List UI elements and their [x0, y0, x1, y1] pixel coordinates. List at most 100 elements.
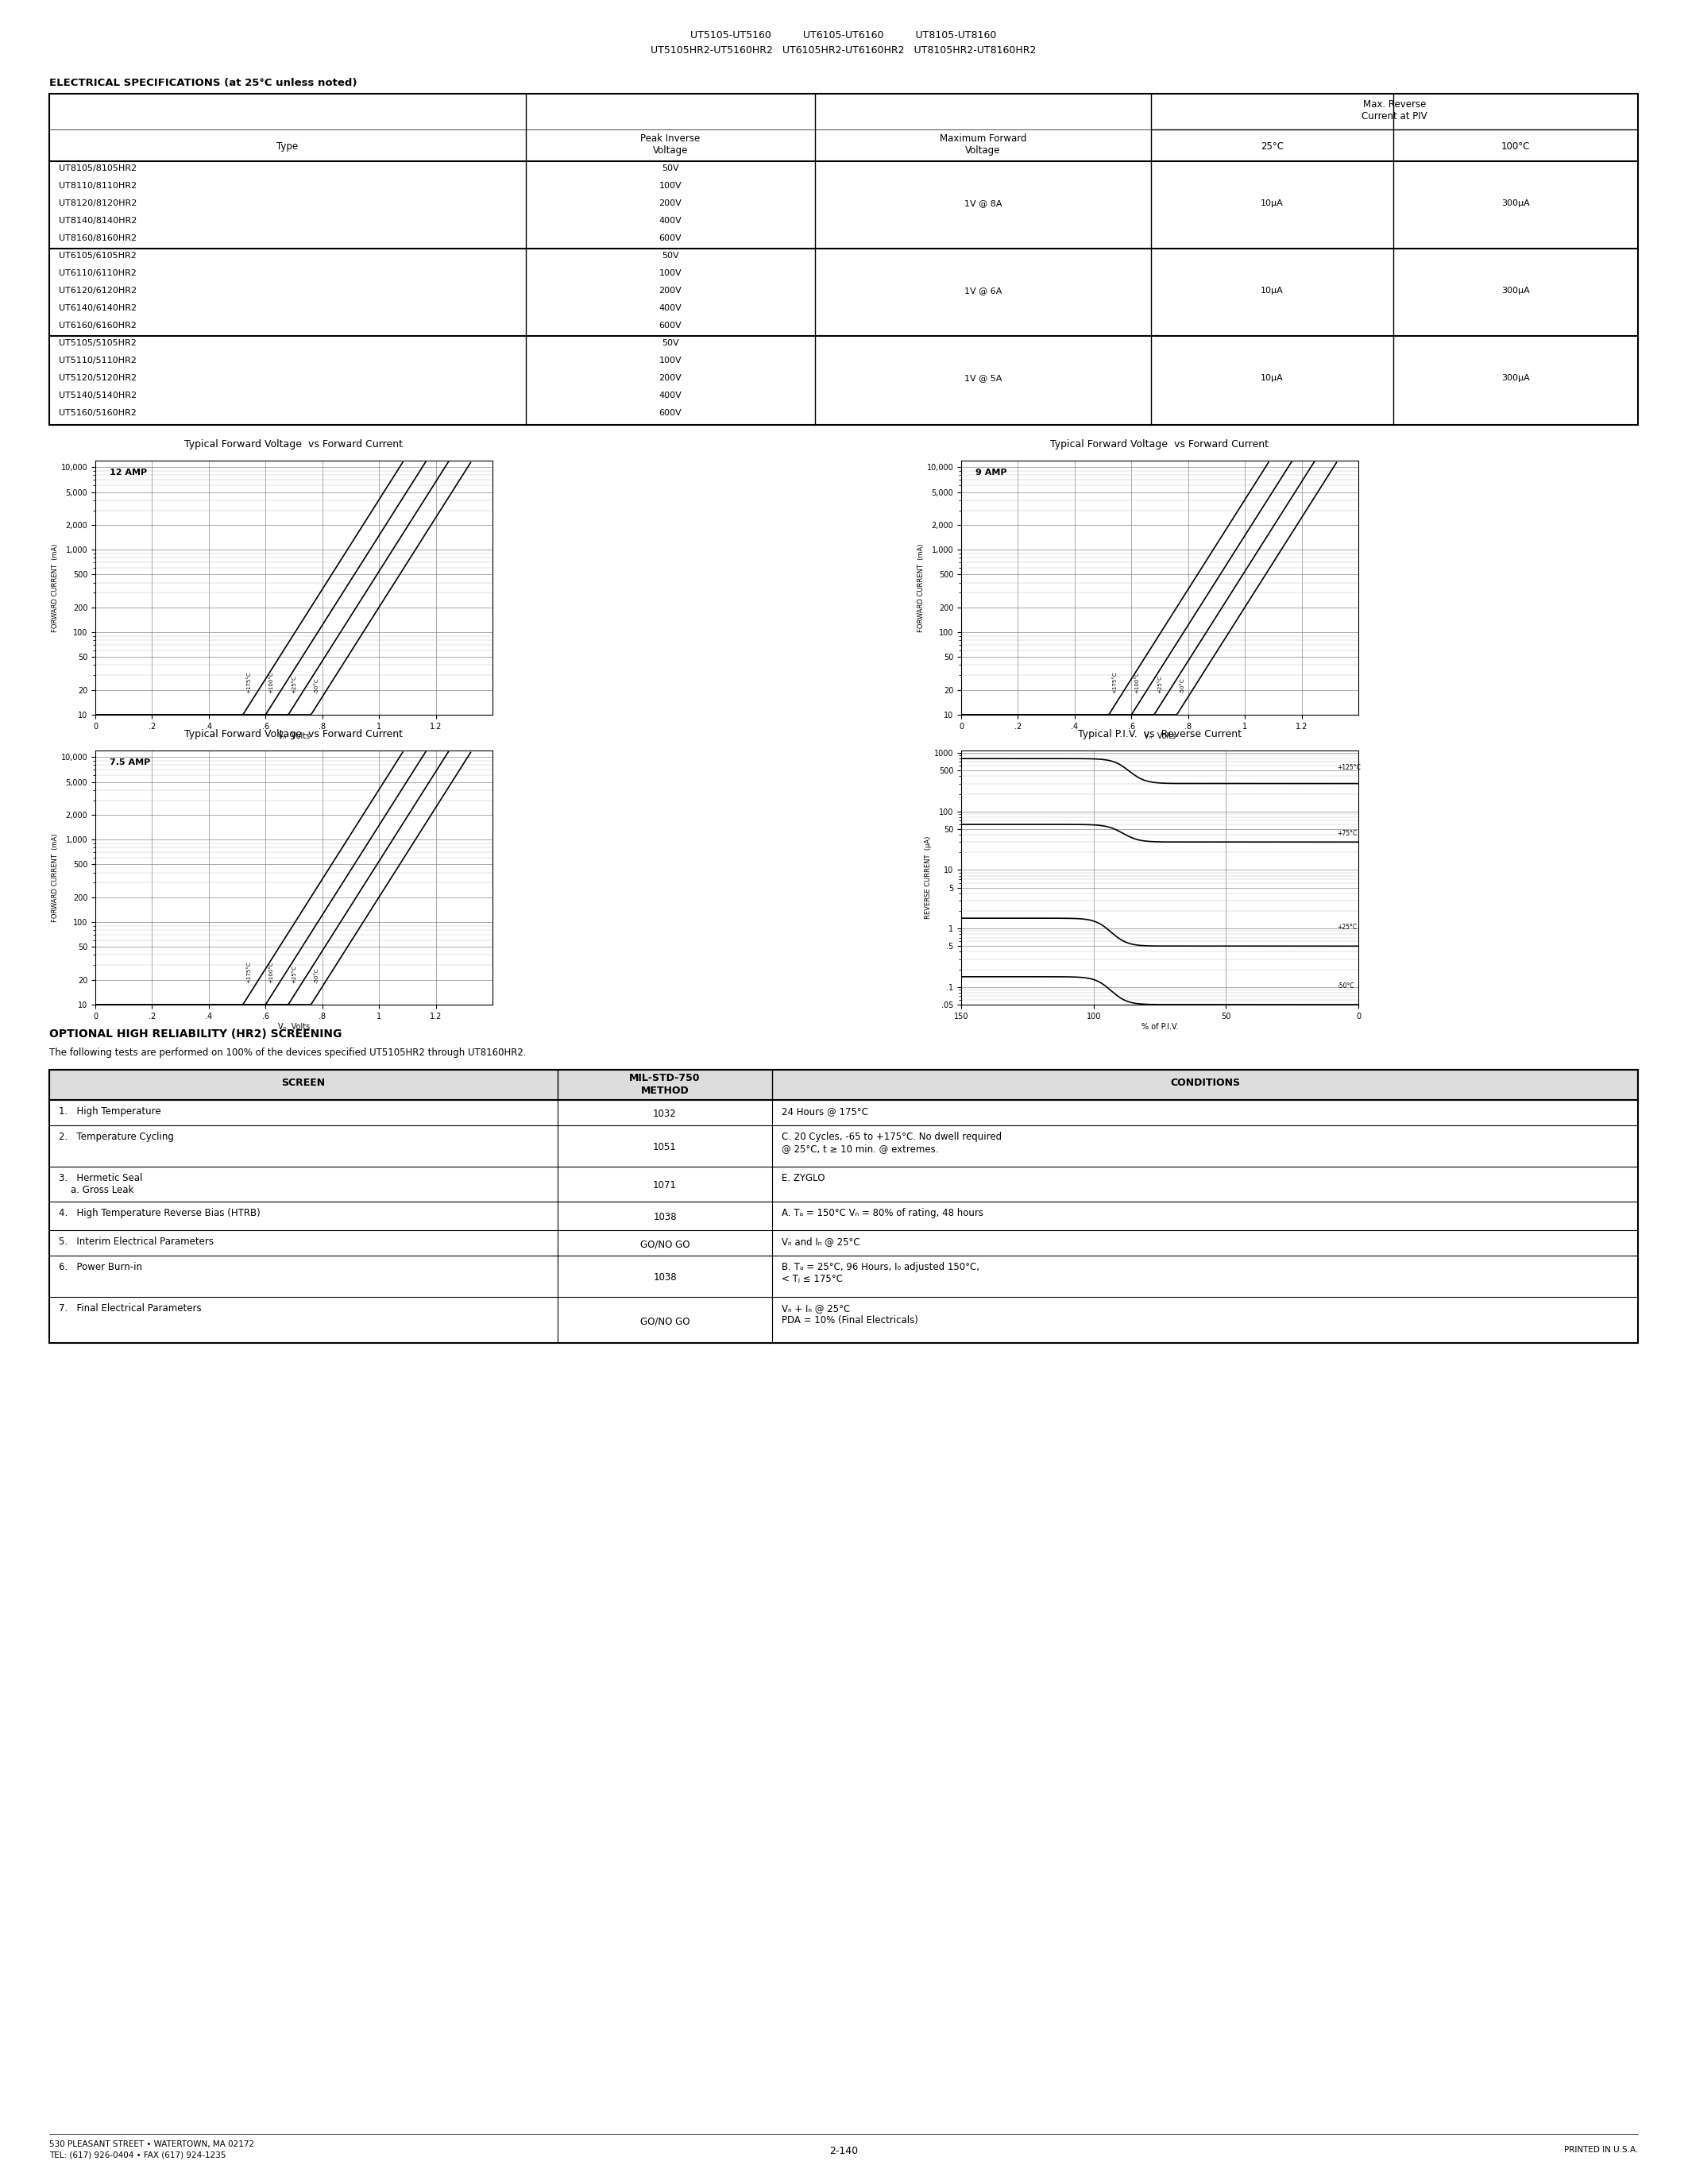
Text: 300μA: 300μA — [1501, 373, 1529, 382]
Y-axis label: FORWARD CURRENT  (mA): FORWARD CURRENT (mA) — [51, 834, 59, 922]
Text: +25°C: +25°C — [1158, 675, 1161, 695]
Text: PRINTED IN U.S.A.: PRINTED IN U.S.A. — [1563, 2147, 1637, 2153]
Text: GO/NO GO: GO/NO GO — [640, 1238, 690, 1249]
Text: UT5110/5110HR2: UT5110/5110HR2 — [59, 356, 137, 365]
Text: 4.   High Temperature Reverse Bias (HTRB): 4. High Temperature Reverse Bias (HTRB) — [59, 1208, 260, 1219]
Text: METHOD: METHOD — [641, 1085, 689, 1096]
Text: 1051: 1051 — [653, 1142, 677, 1153]
Text: 25°C: 25°C — [1261, 142, 1283, 151]
Text: Current at PIV: Current at PIV — [1362, 111, 1428, 122]
Text: UT5120/5120HR2: UT5120/5120HR2 — [59, 373, 137, 382]
Bar — [49, 1070, 1637, 1343]
Text: +175°C: +175°C — [1112, 673, 1117, 695]
Text: 50V: 50V — [662, 339, 679, 347]
Text: SCREEN: SCREEN — [282, 1077, 326, 1088]
Text: 100°C: 100°C — [1501, 142, 1529, 151]
Text: UT8160/8160HR2: UT8160/8160HR2 — [59, 234, 137, 242]
Text: < Tⱼ ≤ 175°C: < Tⱼ ≤ 175°C — [782, 1273, 842, 1284]
Text: Maximum Forward: Maximum Forward — [940, 133, 1026, 144]
Text: 400V: 400V — [658, 216, 682, 225]
Text: +175°C: +175°C — [246, 673, 252, 695]
Text: 6.   Power Burn-in: 6. Power Burn-in — [59, 1262, 142, 1273]
Text: CONDITIONS: CONDITIONS — [1170, 1077, 1241, 1088]
Text: UT5105-UT5160          UT6105-UT6160          UT8105-UT8160: UT5105-UT5160 UT6105-UT6160 UT8105-UT816… — [690, 31, 996, 41]
Text: 1032: 1032 — [653, 1109, 677, 1118]
Text: UT5105/5105HR2: UT5105/5105HR2 — [59, 339, 137, 347]
Text: UT6105/6105HR2: UT6105/6105HR2 — [59, 251, 137, 260]
Text: +75°C: +75°C — [1337, 830, 1357, 836]
Text: 200V: 200V — [658, 286, 682, 295]
Text: 1V @ 8A: 1V @ 8A — [964, 199, 1003, 207]
Text: Max. Reverse: Max. Reverse — [1362, 98, 1426, 109]
Text: +100°C: +100°C — [268, 673, 273, 695]
Text: 5.   Interim Electrical Parameters: 5. Interim Electrical Parameters — [59, 1236, 214, 1247]
Text: A. Tₐ = 150°C Vₙ = 80% of rating, 48 hours: A. Tₐ = 150°C Vₙ = 80% of rating, 48 hou… — [782, 1208, 984, 1219]
X-axis label: Vₙ  Volts: Vₙ Volts — [279, 732, 311, 740]
Text: 3.   Hermetic Seal: 3. Hermetic Seal — [59, 1173, 142, 1184]
Text: 1V @ 5A: 1V @ 5A — [964, 373, 1003, 382]
Text: Typical Forward Voltage  vs Forward Current: Typical Forward Voltage vs Forward Curre… — [184, 729, 403, 740]
Y-axis label: REVERSE CURRENT  (μA): REVERSE CURRENT (μA) — [925, 836, 932, 919]
Text: UT8140/8140HR2: UT8140/8140HR2 — [59, 216, 137, 225]
Y-axis label: FORWARD CURRENT  (mA): FORWARD CURRENT (mA) — [51, 544, 59, 631]
Text: Typical Forward Voltage  vs Forward Current: Typical Forward Voltage vs Forward Curre… — [1050, 439, 1269, 450]
Text: 1.   High Temperature: 1. High Temperature — [59, 1107, 160, 1116]
Text: 2.   Temperature Cycling: 2. Temperature Cycling — [59, 1131, 174, 1142]
Y-axis label: FORWARD CURRENT  (mA): FORWARD CURRENT (mA) — [917, 544, 925, 631]
Text: Peak Inverse: Peak Inverse — [640, 133, 701, 144]
X-axis label: Vₙ  Volts: Vₙ Volts — [1144, 732, 1177, 740]
Text: 400V: 400V — [658, 304, 682, 312]
Text: Typical P.I.V.  vs  Reverse Current: Typical P.I.V. vs Reverse Current — [1079, 729, 1242, 740]
Text: +125°C: +125°C — [1337, 764, 1361, 771]
Text: 530 PLEASANT STREET • WATERTOWN, MA 02172: 530 PLEASANT STREET • WATERTOWN, MA 0217… — [49, 2140, 255, 2149]
Text: -50°C: -50°C — [1337, 983, 1354, 989]
Text: UT6120/6120HR2: UT6120/6120HR2 — [59, 286, 137, 295]
Text: C. 20 Cycles, -65 to +175°C. No dwell required: C. 20 Cycles, -65 to +175°C. No dwell re… — [782, 1131, 1001, 1142]
Text: 2-140: 2-140 — [829, 2147, 858, 2156]
Text: TEL: (617) 926-0404 • FAX (617) 924-1235: TEL: (617) 926-0404 • FAX (617) 924-1235 — [49, 2151, 226, 2160]
Text: E. ZYGLO: E. ZYGLO — [782, 1173, 825, 1184]
Text: @ 25°C, t ≥ 10 min. @ extremes.: @ 25°C, t ≥ 10 min. @ extremes. — [782, 1144, 939, 1153]
Text: 400V: 400V — [658, 391, 682, 400]
Text: 9 AMP: 9 AMP — [976, 470, 1006, 476]
Text: UT8105/8105HR2: UT8105/8105HR2 — [59, 164, 137, 173]
Text: 24 Hours @ 175°C: 24 Hours @ 175°C — [782, 1107, 868, 1116]
Text: UT8120/8120HR2: UT8120/8120HR2 — [59, 199, 137, 207]
Text: 10μA: 10μA — [1261, 199, 1283, 207]
Text: 10μA: 10μA — [1261, 286, 1283, 295]
Text: ELECTRICAL SPECIFICATIONS (at 25°C unless noted): ELECTRICAL SPECIFICATIONS (at 25°C unles… — [49, 79, 358, 87]
Text: UT6160/6160HR2: UT6160/6160HR2 — [59, 321, 137, 330]
Text: Vₙ + Iₙ @ 25°C: Vₙ + Iₙ @ 25°C — [782, 1304, 851, 1313]
Text: 600V: 600V — [658, 408, 682, 417]
Text: 7.   Final Electrical Parameters: 7. Final Electrical Parameters — [59, 1304, 201, 1313]
Text: 100V: 100V — [658, 181, 682, 190]
Text: GO/NO GO: GO/NO GO — [640, 1317, 690, 1326]
Text: 7.5 AMP: 7.5 AMP — [110, 758, 150, 767]
Text: -50°C: -50°C — [1180, 677, 1185, 695]
Text: MIL-STD-750: MIL-STD-750 — [630, 1072, 701, 1083]
Text: Typical Forward Voltage  vs Forward Current: Typical Forward Voltage vs Forward Curre… — [184, 439, 403, 450]
Text: 1V @ 6A: 1V @ 6A — [964, 286, 1003, 295]
Text: 300μA: 300μA — [1501, 286, 1529, 295]
Text: 600V: 600V — [658, 321, 682, 330]
Text: -50°C: -50°C — [314, 677, 319, 695]
Text: OPTIONAL HIGH RELIABILITY (HR2) SCREENING: OPTIONAL HIGH RELIABILITY (HR2) SCREENIN… — [49, 1029, 343, 1040]
Text: UT5105HR2-UT5160HR2   UT6105HR2-UT6160HR2   UT8105HR2-UT8160HR2: UT5105HR2-UT5160HR2 UT6105HR2-UT6160HR2 … — [652, 46, 1036, 55]
X-axis label: Vₙ  Volts: Vₙ Volts — [279, 1022, 311, 1031]
Bar — [49, 94, 1637, 426]
Text: +100°C: +100°C — [268, 961, 273, 983]
Text: +175°C: +175°C — [246, 961, 252, 983]
Text: UT5140/5140HR2: UT5140/5140HR2 — [59, 391, 137, 400]
Text: The following tests are performed on 100% of the devices specified UT5105HR2 thr: The following tests are performed on 100… — [49, 1048, 527, 1057]
Text: +25°C: +25°C — [292, 965, 297, 983]
Text: Vₙ and Iₙ @ 25°C: Vₙ and Iₙ @ 25°C — [782, 1236, 859, 1247]
Text: 600V: 600V — [658, 234, 682, 242]
Text: a. Gross Leak: a. Gross Leak — [59, 1186, 133, 1195]
Text: UT6140/6140HR2: UT6140/6140HR2 — [59, 304, 137, 312]
Text: 100V: 100V — [658, 356, 682, 365]
Text: 1038: 1038 — [653, 1273, 677, 1282]
Text: Voltage: Voltage — [966, 146, 1001, 155]
Text: +25°C: +25°C — [292, 675, 297, 695]
Text: 12 AMP: 12 AMP — [110, 470, 147, 476]
Text: PDA = 10% (Final Electricals): PDA = 10% (Final Electricals) — [782, 1315, 918, 1326]
